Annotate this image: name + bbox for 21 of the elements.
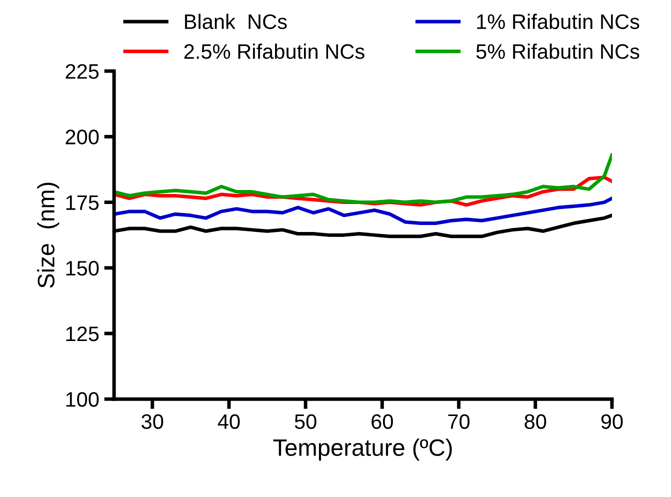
legend-label: 5% Rifabutin NCs [476, 44, 640, 59]
line-series [114, 196, 612, 226]
legend-label: Blank NCs [185, 14, 287, 30]
y-tick-label: 100 [66, 392, 99, 407]
y-tick-label: 200 [66, 130, 99, 144]
y-tick-label: 150 [66, 260, 99, 276]
legend-label: 2.5% Rifabutin NCs [184, 44, 364, 59]
line-series [114, 153, 612, 204]
x-tick-label: 40 [218, 414, 240, 429]
y-tick-label: 175 [66, 195, 99, 210]
x-tick-label: 80 [524, 414, 546, 429]
legend-label: 1% Rifabutin NCs [477, 14, 640, 30]
x-tick-label: 90 [601, 414, 623, 429]
y-axis-title: Size (nm) [37, 182, 60, 288]
x-axis-title: Temperature (ºC) [273, 438, 452, 461]
x-tick-label: 30 [142, 414, 164, 429]
x-tick-label: 70 [448, 414, 470, 429]
x-tick-label: 50 [294, 414, 316, 429]
x-tick-label: 60 [372, 414, 393, 429]
y-tick-label: 225 [66, 64, 99, 79]
y-tick-label: 125 [66, 326, 99, 342]
